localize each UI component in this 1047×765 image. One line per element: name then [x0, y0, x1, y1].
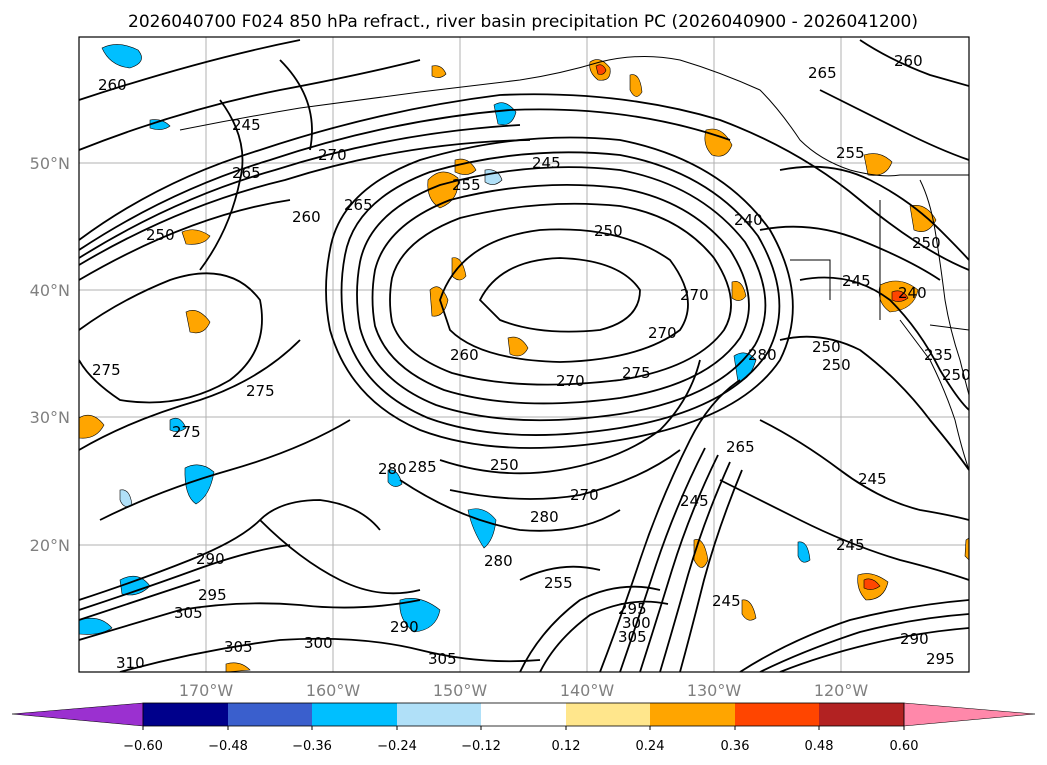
contour-label: 270 — [680, 286, 709, 304]
contour-label: 270 — [318, 146, 347, 164]
lon-label-160w: 160°W — [306, 681, 361, 700]
colorbar-segment — [650, 703, 735, 726]
contour-label: 260 — [292, 208, 321, 226]
contour-label: 270 — [648, 324, 677, 342]
lon-label-130w: 130°W — [687, 681, 742, 700]
contour-label: 290 — [196, 550, 225, 568]
colorbar-tick-label: −0.12 — [461, 739, 501, 754]
colorbar-segment — [228, 703, 312, 726]
contour-label: 250 — [812, 338, 841, 356]
contour-label: 305 — [428, 650, 457, 668]
lat-label-40n: 40°N — [30, 281, 70, 300]
contour-label: 245 — [532, 154, 561, 172]
colorbar-segment — [735, 703, 819, 726]
contour-label: 255 — [452, 176, 481, 194]
colorbar-segment — [312, 703, 397, 726]
contour-label: 275 — [172, 423, 201, 441]
contour-label: 305 — [224, 638, 253, 656]
contour-label: 245 — [680, 492, 709, 510]
contour-label: 250 — [490, 456, 519, 474]
contour-label: 305 — [174, 604, 203, 622]
contour-label: 280 — [378, 460, 407, 478]
colorbar-segment — [903, 702, 1036, 727]
contour-label: 260 — [894, 52, 923, 70]
latitude-axis: 50°N 40°N 30°N 20°N — [30, 154, 70, 555]
contour-label: 250 — [146, 226, 175, 244]
colorbar: −0.60 −0.48 −0.36 −0.24 −0.12 0.12 0.24 … — [11, 702, 1036, 754]
contour-label: 295 — [198, 586, 227, 604]
contour-label: 245 — [712, 592, 741, 610]
colorbar-segment — [11, 702, 144, 727]
lat-label-30n: 30°N — [30, 408, 70, 427]
contour-label: 240 — [734, 211, 763, 229]
colorbar-tick-label: 0.36 — [721, 739, 750, 754]
contour-label: 295 — [926, 650, 955, 668]
contour-label: 280 — [484, 552, 513, 570]
lon-label-150w: 150°W — [433, 681, 488, 700]
colorbar-segment — [819, 703, 904, 726]
lon-label-140w: 140°W — [560, 681, 615, 700]
contour-label: 265 — [726, 438, 755, 456]
lat-label-20n: 20°N — [30, 536, 70, 555]
map-area — [78, 36, 970, 673]
contour-label: 270 — [556, 372, 585, 390]
contour-label: 240 — [898, 284, 927, 302]
contour-label: 305 — [618, 628, 647, 646]
contour-label: 290 — [390, 618, 419, 636]
contour-label: 235 — [924, 346, 953, 364]
contour-label: 270 — [570, 486, 599, 504]
contour-label: 245 — [858, 470, 887, 488]
colorbar-frame — [142, 702, 905, 727]
lon-label-120w: 120°W — [814, 681, 869, 700]
contour-label: 265 — [808, 64, 837, 82]
contour-label: 265 — [232, 164, 261, 182]
map-frame — [78, 36, 970, 673]
colorbar-segment — [481, 703, 566, 726]
precipitation-patches — [79, 44, 969, 672]
lat-label-50n: 50°N — [30, 154, 70, 173]
colorbar-segment — [566, 703, 650, 726]
lon-label-170w: 170°W — [179, 681, 234, 700]
contour-label: 250 — [942, 366, 971, 384]
colorbar-segment — [143, 703, 228, 726]
colorbar-segment — [397, 703, 481, 726]
map-background — [79, 37, 969, 672]
colorbar-tick-label: −0.36 — [292, 739, 332, 754]
colorbar-tick-label: −0.60 — [123, 739, 163, 754]
contour-label: 255 — [544, 574, 573, 592]
colorbar-tick-label: 0.48 — [805, 739, 834, 754]
contour-label: 255 — [836, 144, 865, 162]
contour-label: 280 — [748, 346, 777, 364]
contour-label: 290 — [900, 630, 929, 648]
contour-label: 250 — [912, 234, 941, 252]
longitude-axis: 170°W 160°W 150°W 140°W 130°W 120°W — [179, 681, 869, 700]
contour-label: 295 — [618, 600, 647, 618]
contour-label: 275 — [246, 382, 275, 400]
colorbar-tick-label: −0.24 — [377, 739, 417, 754]
contour-label: 260 — [98, 76, 127, 94]
contour-label: 260 — [450, 346, 479, 364]
contour-label-layer: 260 265 270 245 260 265 255 250 240 275 … — [92, 52, 971, 672]
colorbar-tick-label: 0.60 — [890, 739, 919, 754]
contour-label: 300 — [304, 634, 333, 652]
contour-label: 250 — [822, 356, 851, 374]
colorbar-tick-label: 0.12 — [552, 739, 581, 754]
contour-label: 310 — [116, 654, 145, 672]
contour-label: 265 — [344, 196, 373, 214]
contour-label: 245 — [836, 536, 865, 554]
refractivity-contours — [79, 39, 969, 672]
contour-label: 280 — [530, 508, 559, 526]
contour-label: 245 — [232, 116, 261, 134]
contour-label: 300 — [622, 614, 651, 632]
contour-label: 250 — [594, 222, 623, 240]
contour-label: 275 — [622, 364, 651, 382]
map-title: 2026040700 F024 850 hPa refract., river … — [128, 12, 918, 32]
colorbar-tick-label: −0.48 — [208, 739, 248, 754]
contour-label: 285 — [408, 458, 437, 476]
contour-label: 275 — [92, 361, 121, 379]
contour-label: 245 — [842, 272, 871, 290]
coastline — [179, 55, 969, 471]
colorbar-tick-label: 0.24 — [636, 739, 665, 754]
